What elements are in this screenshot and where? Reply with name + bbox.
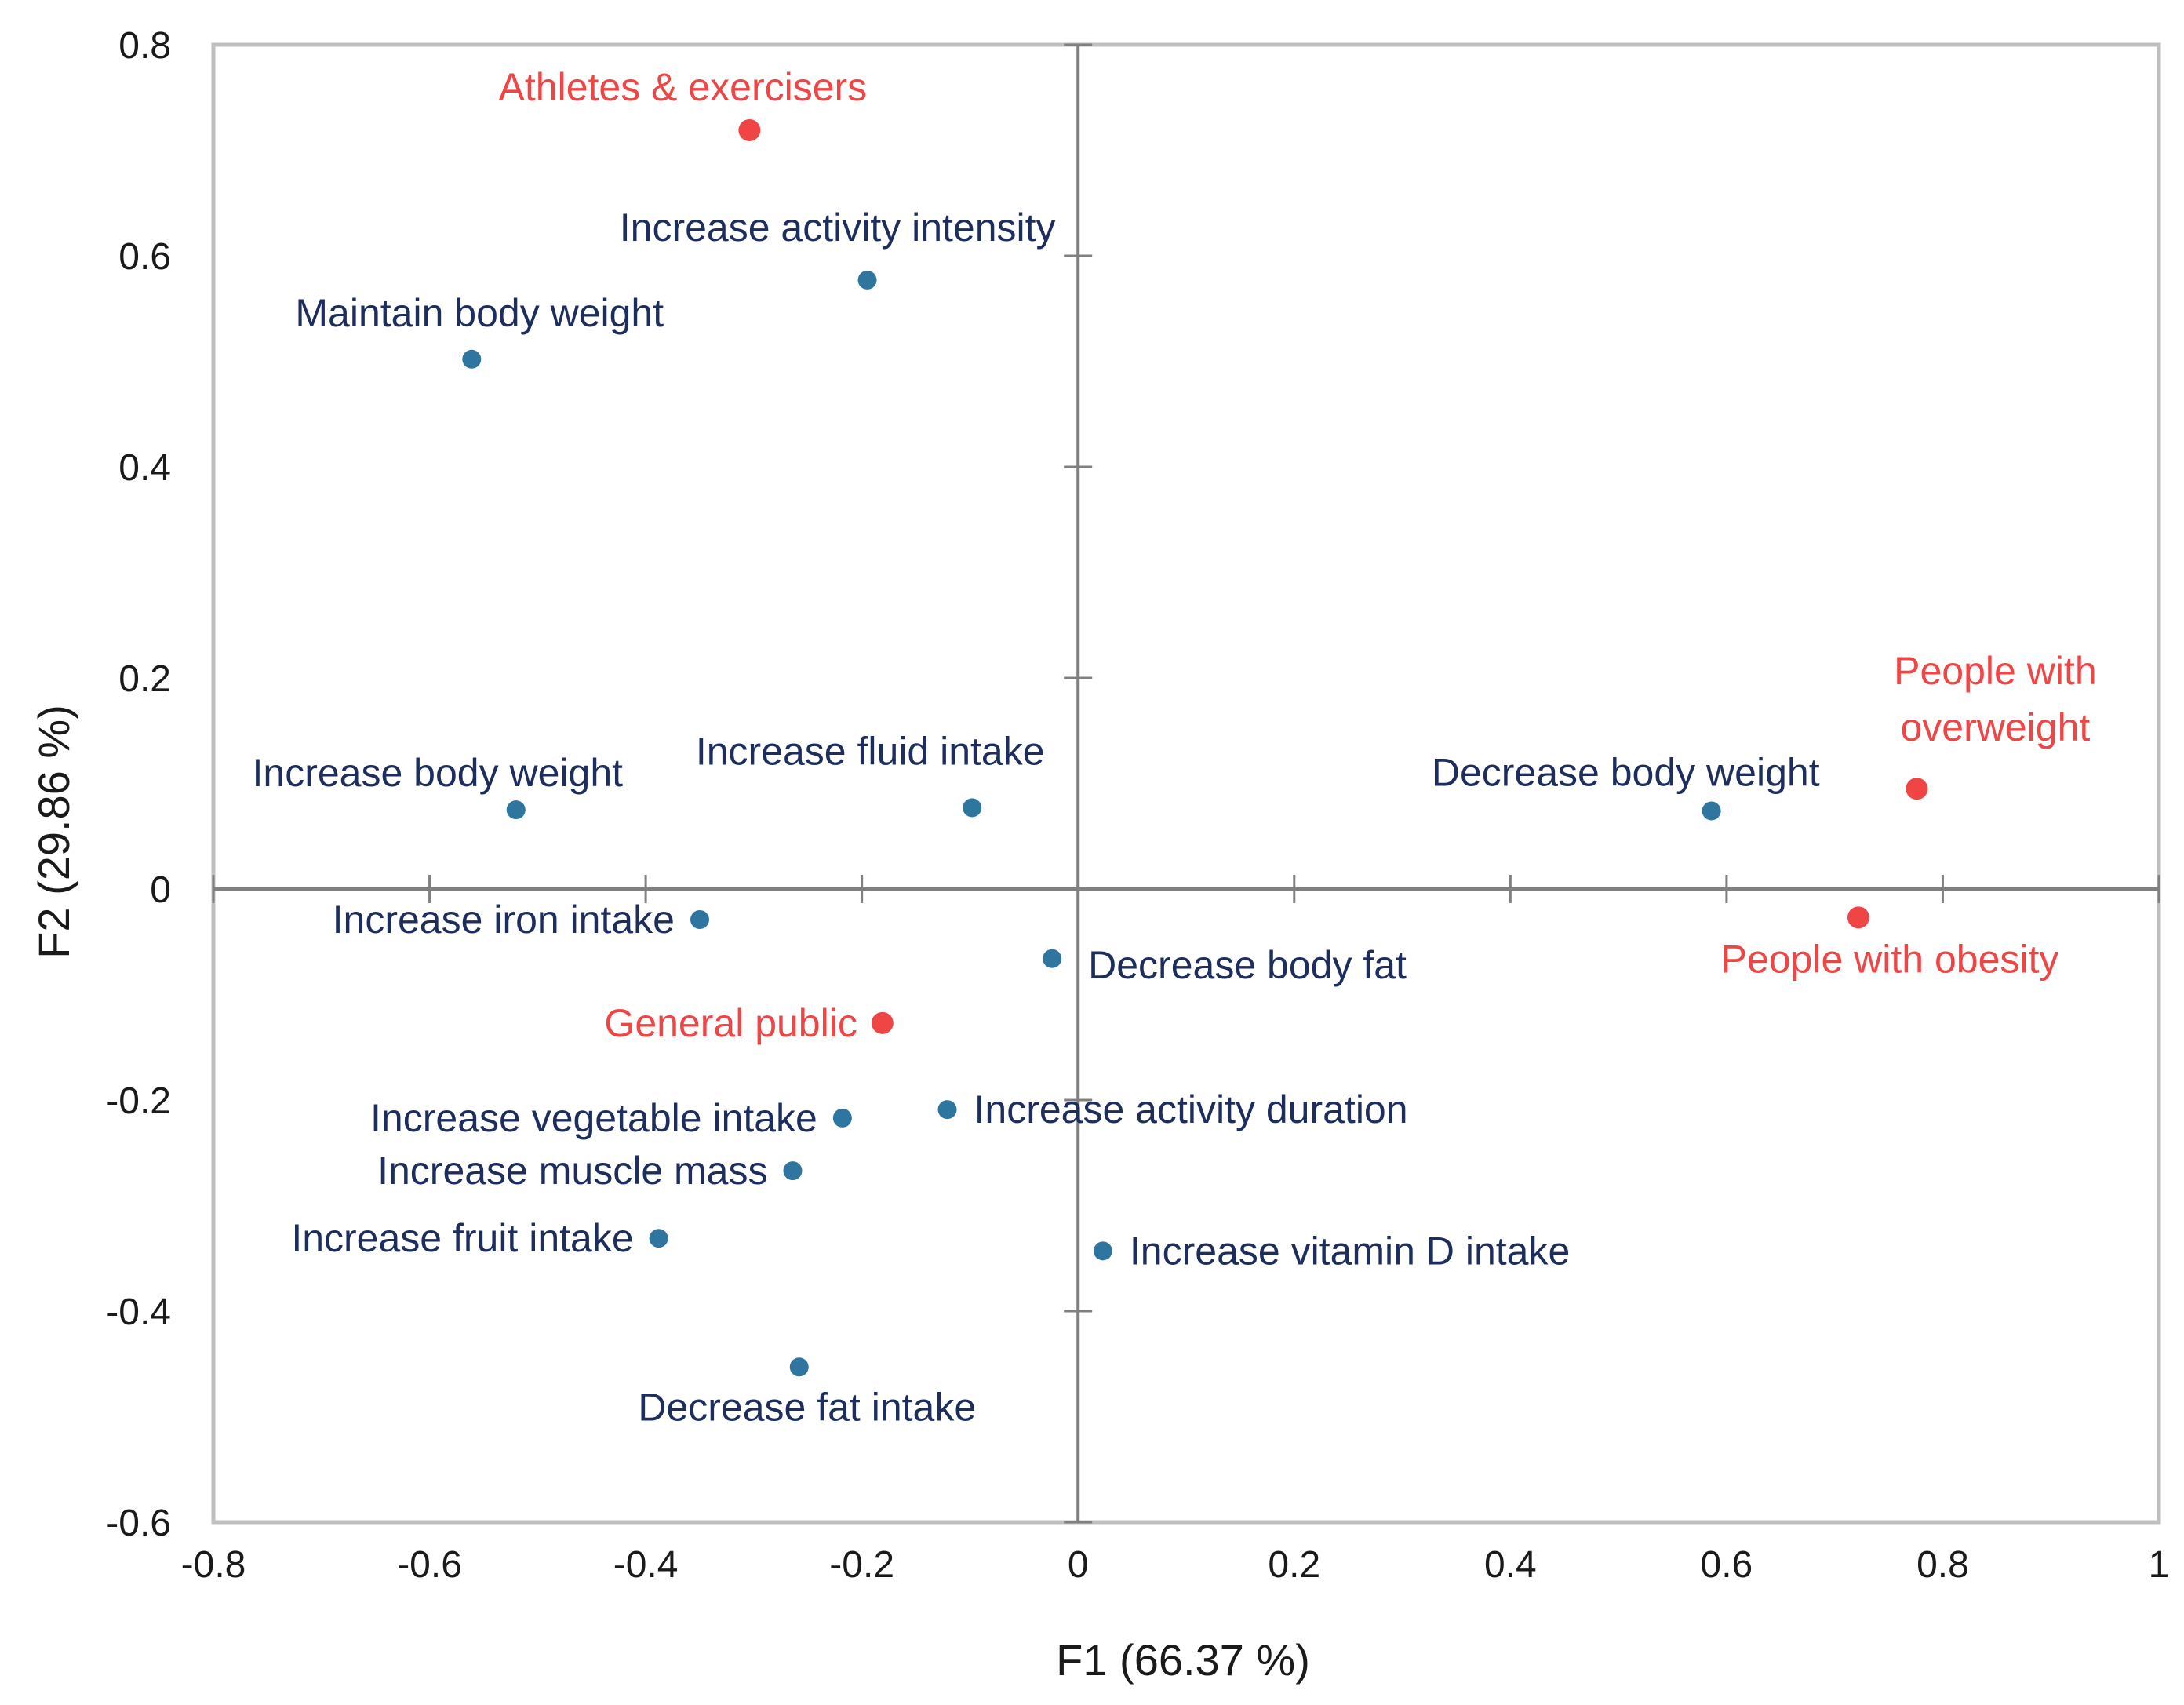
goal-point — [462, 349, 482, 369]
goal-label: Decrease fat intake — [638, 1385, 976, 1429]
x-axis-title: F1 (66.37 %) — [1056, 1635, 1310, 1685]
goal-point — [1702, 801, 1721, 821]
goal-point — [1043, 949, 1062, 968]
goal-label: Maintain body weight — [295, 291, 664, 335]
x-tick-label: -0.4 — [613, 1544, 679, 1586]
group-label: General public — [604, 1001, 857, 1045]
goal-point — [857, 270, 877, 290]
goal-label: Decrease body weight — [1432, 750, 1820, 794]
x-tick-label: -0.6 — [397, 1544, 462, 1586]
goal-point — [963, 798, 982, 818]
goal-point — [506, 800, 526, 820]
y-tick-label: 0.8 — [118, 25, 171, 67]
goal-label: Increase body weight — [253, 751, 624, 795]
goal-point — [832, 1108, 852, 1128]
group-label: Athletes & exercisers — [499, 65, 868, 109]
labels-layer: Increase activity intensity Maintain body… — [253, 65, 2097, 1429]
group-point — [1847, 906, 1869, 929]
goal-point — [783, 1161, 803, 1181]
goal-label: Increase fluid intake — [696, 729, 1045, 773]
group-point — [871, 1011, 894, 1034]
goal-label: Increase fruit intake — [291, 1216, 633, 1260]
goal-point — [690, 910, 709, 930]
group-label: People with — [1894, 649, 2097, 693]
y-axis-title: F2 (29.86 %) — [29, 705, 78, 959]
goal-point — [649, 1229, 668, 1248]
group-point — [1906, 778, 1928, 800]
y-tick-label: 0 — [150, 869, 171, 911]
group-label: People with obesity — [1721, 937, 2059, 981]
y-tick-label: -0.2 — [106, 1080, 171, 1122]
y-tick-label: -0.4 — [106, 1292, 171, 1333]
x-tick-label: -0.2 — [829, 1544, 894, 1586]
group-label: overweight — [1900, 705, 2090, 749]
goal-label: Increase activity duration — [974, 1087, 1408, 1131]
goal-label: Increase vitamin D intake — [1130, 1229, 1570, 1273]
x-tick-label: 0.8 — [1916, 1544, 1969, 1586]
goal-point — [789, 1357, 809, 1377]
x-tick-label: 0.2 — [1268, 1544, 1320, 1586]
x-tick-label: 0 — [1068, 1544, 1089, 1586]
goal-label: Increase iron intake — [333, 898, 675, 942]
x-tick-label: 0.6 — [1701, 1544, 1753, 1586]
y-tick-label: 0.6 — [118, 236, 171, 278]
y-tick-label: -0.6 — [106, 1503, 171, 1544]
axes-layer: -0.8 -0.6 -0.4 -0.2 0 0.2 0.4 0.6 0.8 1-0.6-0.4-0… — [106, 25, 2169, 1586]
goal-point — [1093, 1241, 1112, 1261]
goal-point — [937, 1100, 957, 1120]
x-tick-label: 1 — [2149, 1544, 2170, 1586]
y-tick-label: 0.4 — [118, 447, 171, 489]
goal-label: Increase activity intensity — [620, 206, 1056, 250]
goal-label: Increase muscle mass — [377, 1149, 767, 1193]
points-layer — [462, 118, 1928, 1377]
goal-label: Increase vegetable intake — [370, 1096, 817, 1140]
x-tick-label: -0.8 — [181, 1544, 246, 1586]
group-point — [738, 118, 761, 141]
goal-label: Decrease body fat — [1088, 943, 1407, 987]
y-tick-label: 0.2 — [118, 658, 171, 700]
x-tick-label: 0.4 — [1484, 1544, 1537, 1586]
plot-frame — [211, 42, 2161, 1525]
